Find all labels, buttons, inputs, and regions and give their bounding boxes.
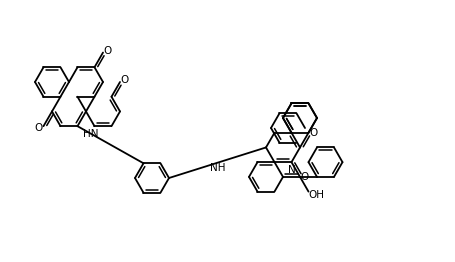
Text: OH: OH — [308, 190, 324, 200]
Text: O: O — [34, 123, 42, 133]
Text: N: N — [287, 165, 295, 175]
Text: O: O — [300, 172, 308, 182]
Text: NH: NH — [209, 163, 225, 173]
Text: O: O — [121, 75, 129, 85]
Text: O: O — [308, 128, 317, 138]
Text: O: O — [104, 46, 112, 56]
Text: HN: HN — [83, 129, 99, 139]
